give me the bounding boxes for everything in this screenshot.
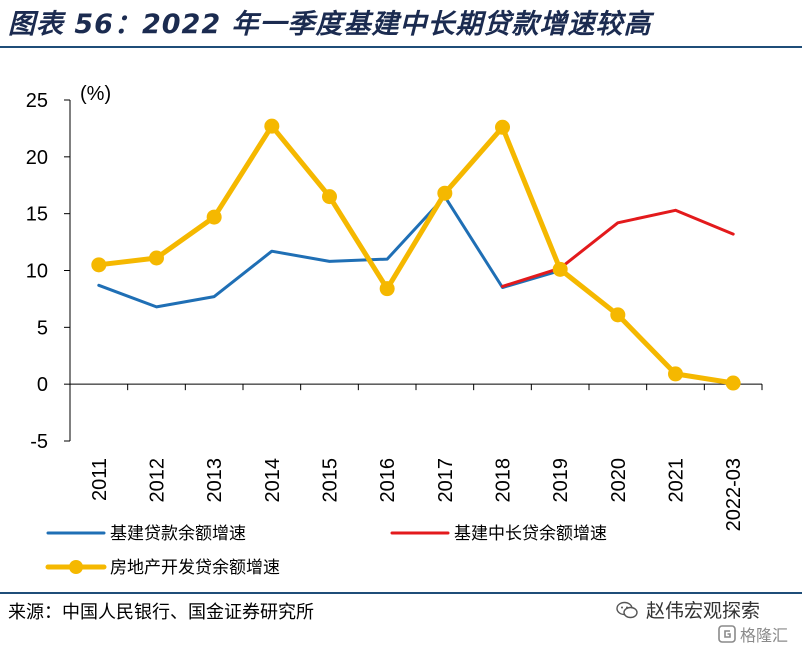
legend-item: 基建贷款余额增速 bbox=[46, 524, 246, 544]
data-point bbox=[206, 209, 222, 225]
data-point bbox=[725, 375, 741, 391]
x-tick-label: 2021 bbox=[666, 458, 688, 503]
footer-divider bbox=[0, 592, 802, 594]
x-tick-label: 2014 bbox=[262, 458, 284, 503]
legend-swatch-marker bbox=[69, 560, 83, 574]
data-point bbox=[322, 189, 337, 205]
chart-axes: -5 0 5 10 15 20 25 (%) 2011 2012 2013 2014 2015 2016 2… bbox=[26, 83, 763, 531]
data-point bbox=[379, 281, 395, 297]
data-point bbox=[495, 119, 510, 135]
y-tick-label: 25 bbox=[26, 90, 48, 112]
series-line bbox=[96, 123, 736, 386]
x-tick-label: 2017 bbox=[435, 458, 457, 503]
x-tick-label: 2018 bbox=[493, 458, 515, 503]
wechat-icon bbox=[616, 601, 638, 618]
data-point bbox=[264, 118, 280, 134]
series-2 bbox=[501, 208, 735, 288]
y-tick-label: 0 bbox=[37, 374, 48, 396]
y-axis-unit-label: (%) bbox=[80, 83, 111, 105]
x-tick-label: 2011 bbox=[89, 458, 111, 501]
data-point bbox=[437, 185, 453, 201]
watermark: 格隆汇 bbox=[718, 622, 788, 646]
y-tick-label: -5 bbox=[30, 431, 48, 453]
legend-item: 基建中长贷余额增速 bbox=[390, 524, 607, 544]
y-tick-label: 20 bbox=[26, 147, 48, 169]
x-tick-label: 2020 bbox=[608, 458, 630, 503]
series-3 bbox=[91, 118, 741, 391]
series-line bbox=[97, 195, 562, 309]
line-chart: -5 0 5 10 15 20 25 (%) 2011 2012 2013 2014 2015 2016 2… bbox=[26, 83, 763, 578]
legend-item: 房地产开发贷余额增速 bbox=[45, 558, 280, 578]
watermark-text: 格隆汇 bbox=[740, 626, 789, 645]
y-tick-label: 15 bbox=[26, 204, 48, 226]
brand-name: 赵伟宏观探索 bbox=[646, 600, 761, 622]
data-point bbox=[552, 261, 568, 277]
title-divider bbox=[0, 46, 802, 48]
source-note: 来源：中国人民银行、国金证券研究所 bbox=[8, 602, 314, 623]
gelonghui-logo-icon bbox=[718, 625, 736, 643]
series-1 bbox=[97, 195, 562, 309]
legend-label: 基建贷款余额增速 bbox=[110, 524, 246, 544]
x-tick-label: 2015 bbox=[320, 458, 342, 503]
legend-label: 基建中长贷余额增速 bbox=[454, 524, 607, 544]
brand: 赵伟宏观探索 bbox=[616, 596, 760, 623]
y-tick-label: 5 bbox=[37, 317, 48, 339]
data-point bbox=[610, 307, 626, 323]
chart-title: 图表 56：2022 年一季度基建中长期贷款增速较高 bbox=[8, 9, 652, 40]
x-tick-label: 2022-03 bbox=[723, 458, 745, 531]
data-point bbox=[91, 257, 107, 273]
data-point bbox=[668, 366, 683, 382]
x-tick-label: 2019 bbox=[550, 458, 572, 503]
x-tick-label: 2012 bbox=[147, 458, 169, 503]
series-layer bbox=[91, 118, 741, 391]
legend-label: 房地产开发贷余额增速 bbox=[110, 558, 280, 578]
series-line bbox=[501, 208, 735, 288]
x-tick-label: 2013 bbox=[204, 458, 226, 503]
x-tick-label: 2016 bbox=[377, 458, 399, 503]
y-tick-label: 10 bbox=[26, 261, 48, 283]
data-point bbox=[149, 250, 164, 266]
